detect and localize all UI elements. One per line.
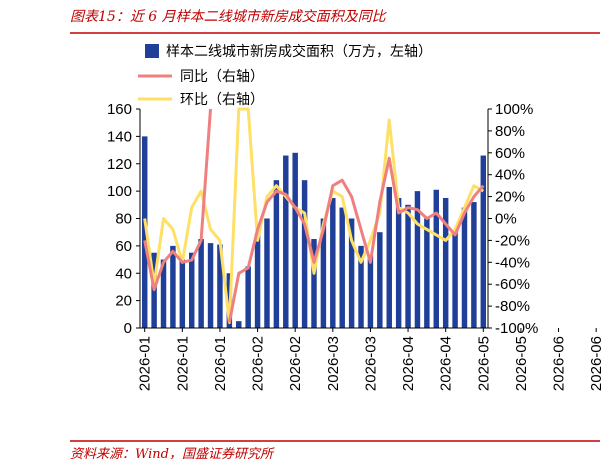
bar: [442, 197, 449, 328]
bar: [245, 266, 251, 328]
x-tick-label: 2026-01: [212, 336, 229, 391]
x-tick-label: 2026-06: [588, 336, 605, 391]
bar: [348, 218, 355, 328]
left-tick-label: 20: [115, 293, 132, 310]
legend-label-mom: 环比（右轴）: [180, 92, 264, 108]
bar: [452, 232, 458, 328]
bar: [424, 218, 430, 328]
bar: [170, 245, 176, 328]
x-tick-label: 2026-02: [287, 336, 304, 391]
left-tick-label: 40: [115, 265, 132, 282]
bar: [179, 259, 186, 328]
left-tick-label: 0: [124, 320, 132, 337]
right-tick-label: -100%: [495, 320, 538, 337]
x-tick-label: 2026-03: [325, 336, 342, 391]
bar: [207, 243, 214, 328]
axes: 0 20 40 60 80 100 120 140 160 -100% -80% -60% -40% -2…: [107, 101, 605, 391]
right-tick-label: -40%: [495, 254, 530, 271]
legend-swatch-area: [145, 44, 159, 58]
right-tick-label: -20%: [495, 232, 530, 249]
x-tick-label: 2026-05: [475, 336, 492, 391]
legend-label-yoy: 同比（右轴）: [180, 69, 264, 85]
bar: [395, 197, 402, 328]
bar: [358, 245, 364, 328]
right-tick-label: 80%: [495, 123, 525, 140]
right-tick-label: 60%: [495, 145, 525, 162]
bar: [367, 255, 374, 328]
x-tick-label: 2026-01: [174, 336, 191, 391]
left-tick-label: 140: [107, 128, 132, 145]
bar: [330, 197, 336, 328]
left-tick-label: 120: [107, 156, 132, 173]
figure-title: 图表15：近 6 月样本二线城市新房成交面积及同比: [70, 9, 388, 25]
bar: [471, 202, 477, 328]
bar: [433, 189, 439, 328]
bar: [273, 180, 280, 328]
right-tick-label: 0%: [495, 211, 517, 228]
line-series: [143, 107, 485, 324]
bar: [301, 180, 308, 328]
legend-label-area: 样本二线城市新房成交面积（万方，左轴）: [166, 43, 432, 60]
bar: [160, 259, 167, 328]
right-tick-label: -80%: [495, 298, 530, 315]
x-tick-label: 2026-01: [137, 336, 154, 391]
bar: [189, 252, 195, 328]
bar: [141, 136, 148, 328]
left-tick-label: 60: [115, 238, 132, 255]
bar: [480, 155, 487, 328]
bar: [292, 152, 298, 328]
x-tick-label: 2026-04: [438, 336, 455, 391]
right-tick-label: 20%: [495, 189, 525, 206]
bar: [320, 218, 327, 328]
yoy-line: [143, 108, 485, 323]
bar: [254, 233, 261, 328]
bar: [377, 232, 383, 328]
mom-line: [143, 107, 485, 324]
bar: [405, 204, 411, 328]
bar: [264, 218, 270, 328]
x-tick-label: 2026-03: [362, 336, 379, 391]
x-tick-label: 2026-05: [513, 336, 530, 391]
left-tick-label: 80: [115, 211, 132, 228]
left-tick-label: 160: [107, 101, 132, 118]
bar: [339, 207, 345, 328]
bar-series: [141, 136, 487, 328]
right-tick-label: 100%: [495, 101, 533, 118]
x-tick-label: 2026-04: [400, 336, 417, 391]
bar: [461, 207, 468, 328]
bar: [386, 187, 392, 328]
bar: [217, 244, 223, 328]
x-tick-label: 2026-06: [551, 336, 568, 391]
legend: 样本二线城市新房成交面积（万方，左轴） 同比（右轴） 环比（右轴）: [138, 43, 432, 108]
bar: [283, 155, 289, 328]
source-note: 资料来源：Wind，国盛证券研究所: [70, 446, 275, 462]
bar: [198, 239, 204, 328]
x-tick-label: 2026-02: [250, 336, 267, 391]
left-tick-label: 100: [107, 183, 132, 200]
bar: [311, 239, 317, 328]
bar: [236, 321, 242, 328]
right-tick-label: 40%: [495, 167, 525, 184]
right-tick-label: -60%: [495, 276, 530, 293]
bar: [414, 191, 421, 328]
